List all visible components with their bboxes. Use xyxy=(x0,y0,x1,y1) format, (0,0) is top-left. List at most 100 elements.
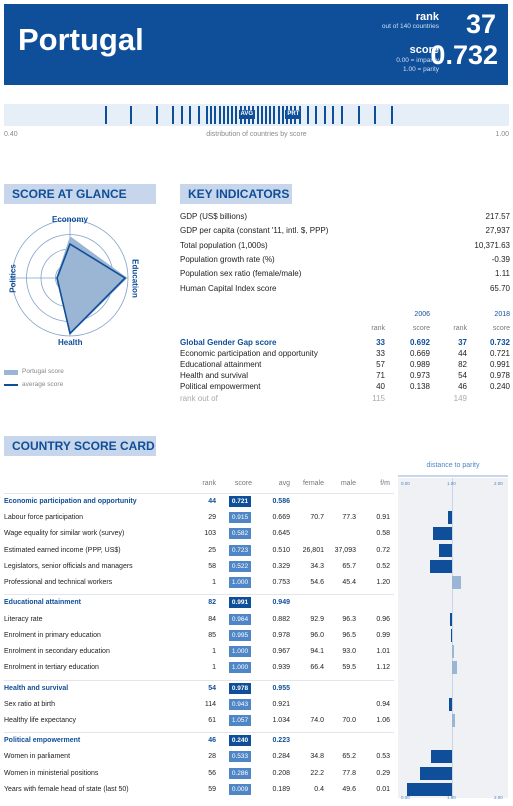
rank-subtext: out of 140 countries xyxy=(381,23,439,30)
distribution-tick xyxy=(323,106,326,124)
scorecard-fm: 1.06 xyxy=(376,717,390,724)
gap-row-label: Global Gender Gap score xyxy=(180,338,277,347)
scorecard-fm: 1.20 xyxy=(376,579,390,586)
gap-rank-2018: 82 xyxy=(458,360,467,369)
scorecard-rank: 61 xyxy=(208,717,216,724)
radar-chart xyxy=(11,219,129,337)
gap-score-2018: 0.991 xyxy=(489,360,510,369)
gap-col-score-2: score xyxy=(492,325,510,332)
key-indicator-label: GDP per capita (constant '11, intl. $, P… xyxy=(180,226,329,236)
scorecard-male: 37,093 xyxy=(334,547,356,554)
score-value: 0.732 xyxy=(430,40,498,70)
scorecard-avg: 0.939 xyxy=(272,664,290,671)
gap-score-2018: 0.240 xyxy=(489,382,510,391)
rank-out-of-label: rank out of xyxy=(180,394,218,403)
distance-to-parity-label: distance to parity xyxy=(426,462,480,469)
distance-to-parity-bar xyxy=(433,527,452,540)
scorecard-fm: 0.01 xyxy=(376,786,390,793)
out-of-2006: 115 xyxy=(372,394,385,403)
gap-score-2018: 0.732 xyxy=(489,338,510,347)
key-indicator-label: Population growth rate (%) xyxy=(180,254,275,264)
key-indicator-label: GDP (US$ billions) xyxy=(180,212,247,221)
scorecard-female: 22.2 xyxy=(310,770,324,777)
distance-panel xyxy=(398,478,508,798)
scorecard-fm: 0.94 xyxy=(376,701,390,708)
scorecard-fm: 0.52 xyxy=(376,563,390,570)
country-marker: PRT xyxy=(285,110,302,119)
gap-rank-2018: 44 xyxy=(458,349,467,358)
scorecard-rank: 59 xyxy=(208,786,216,793)
scorecard-avg: 0.586 xyxy=(272,498,290,505)
gap-col-rank-1: rank xyxy=(371,325,385,332)
scorecard-row-label: Professional and technical workers xyxy=(4,579,113,586)
scorecard-male: 96.3 xyxy=(342,616,356,623)
gap-rank-2006: 33 xyxy=(376,349,385,358)
scorecard-score-chip: 0.240 xyxy=(229,735,251,746)
score-at-glance-title: SCORE AT GLANCE xyxy=(4,184,156,204)
distribution-tick xyxy=(264,106,267,124)
sc-col-score: score xyxy=(234,480,252,487)
scorecard-row-label: Literacy rate xyxy=(4,616,43,623)
key-indicator-value: 27,937 xyxy=(485,226,510,236)
section-divider xyxy=(4,732,394,733)
scorecard-score-chip: 0.721 xyxy=(229,496,251,507)
scorecard-score-chip: 0.991 xyxy=(229,597,251,608)
distribution-tick xyxy=(214,106,217,124)
scorecard-avg: 0.669 xyxy=(272,514,290,521)
gap-score-2006: 0.669 xyxy=(409,349,430,358)
scorecard-row-label: Enrolment in tertiary education xyxy=(4,664,99,671)
scorecard-score-chip: 0.522 xyxy=(229,561,251,572)
distribution-tick xyxy=(340,106,343,124)
scale-max-label: 1.00 xyxy=(495,131,509,138)
distribution-tick xyxy=(197,106,200,124)
scorecard-score-chip: 1.057 xyxy=(229,715,251,726)
scorecard-male: 77.8 xyxy=(342,770,356,777)
scorecard-avg: 0.329 xyxy=(272,563,290,570)
scorecard-male: 45.4 xyxy=(342,579,356,586)
scorecard-score-chip: 0.723 xyxy=(229,545,251,556)
distribution-tick xyxy=(180,106,183,124)
scorecard-score-chip: 0.964 xyxy=(229,614,251,625)
gap-score-2018: 0.978 xyxy=(489,371,510,380)
scorecard-fm: 0.58 xyxy=(376,530,390,537)
scorecard-row-label: Educational attainment xyxy=(4,599,82,606)
section-divider xyxy=(4,493,394,494)
radar-average-line xyxy=(56,242,127,335)
scorecard-rank: 44 xyxy=(208,498,216,505)
distribution-tick xyxy=(273,106,276,124)
scale-min-label: 0.40 xyxy=(4,131,18,138)
distance-to-parity-bar xyxy=(452,576,461,589)
scorecard-male: 93.0 xyxy=(342,648,356,655)
score-subtext-imparity: 0.00 = imparity xyxy=(396,57,439,64)
distribution-tick xyxy=(235,106,238,124)
gap-score-2006: 0.138 xyxy=(409,382,430,391)
distribution-tick xyxy=(307,106,309,124)
scorecard-female: 70.7 xyxy=(310,514,324,521)
rank-value: 37 xyxy=(465,9,496,39)
scorecard-male: 65.2 xyxy=(342,753,356,760)
scorecard-score-chip: 1.000 xyxy=(229,662,251,673)
scorecard-male: 70.0 xyxy=(342,717,356,724)
scorecard-rank: 29 xyxy=(208,514,216,521)
scorecard-male: 96.5 xyxy=(342,632,356,639)
scorecard-male: 49.6 xyxy=(342,786,356,793)
scorecard-fm: 1.01 xyxy=(376,648,390,655)
scorecard-rank: 114 xyxy=(204,701,216,708)
distribution-tick xyxy=(357,106,360,124)
gap-score-2006: 0.989 xyxy=(409,360,430,369)
gap-rank-2018: 54 xyxy=(458,371,467,380)
distribution-tick xyxy=(155,106,158,124)
gap-rank-2018: 37 xyxy=(458,338,467,347)
key-indicator-label: Total population (1,000s) xyxy=(180,240,268,250)
scorecard-avg: 0.645 xyxy=(272,530,290,537)
distribution-tick xyxy=(105,106,107,124)
scorecard-row-label: Enrolment in primary education xyxy=(4,632,101,639)
distribution-tick xyxy=(332,106,335,124)
scorecard-score-chip: 0.978 xyxy=(229,683,251,694)
radar-axis-health: Health xyxy=(58,338,83,347)
key-indicators-title: KEY INDICATORS xyxy=(180,184,292,204)
legend-average-swatch xyxy=(4,384,18,386)
legend-country-label: Portugal score xyxy=(22,368,64,375)
scorecard-row-label: Health and survival xyxy=(4,685,69,692)
scorecard-avg: 0.753 xyxy=(272,579,290,586)
